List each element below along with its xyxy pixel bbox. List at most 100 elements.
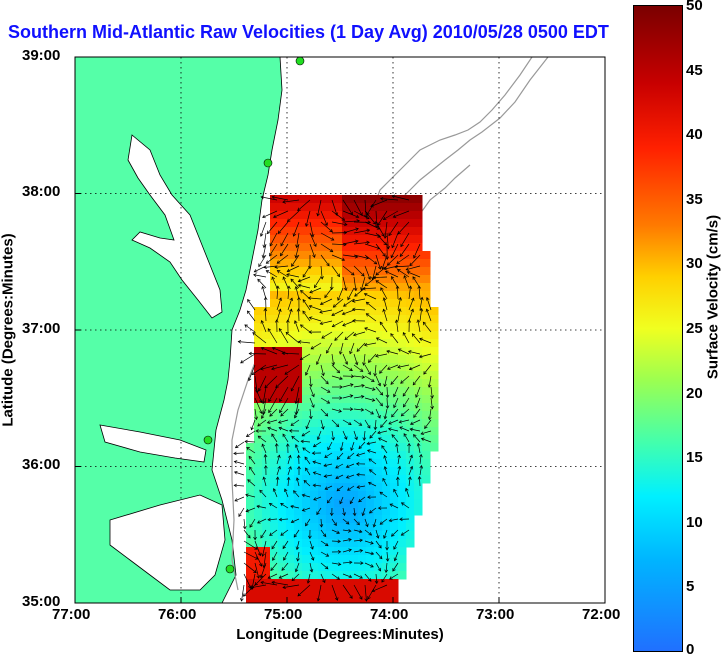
velocity-arrow — [284, 364, 300, 375]
colorbar-tick: 0 — [686, 641, 695, 658]
velocity-cell — [286, 523, 295, 532]
velocity-arrowhead — [322, 579, 326, 584]
velocity-cell — [262, 563, 271, 572]
velocity-cell — [414, 427, 423, 436]
velocity-arrowhead — [250, 426, 254, 431]
velocity-cell — [390, 371, 399, 380]
velocity-cell — [390, 307, 399, 316]
velocity-cell — [326, 219, 335, 228]
velocity-arrowhead — [259, 233, 264, 237]
velocity-cell — [398, 459, 407, 468]
velocity-arrowhead — [365, 523, 369, 528]
velocity-arrow — [295, 397, 300, 415]
velocity-arrowhead — [359, 368, 364, 372]
velocity-cell — [366, 387, 375, 396]
velocity-cell — [262, 531, 271, 540]
velocity-cell — [334, 523, 343, 532]
velocity-arrow — [391, 529, 399, 537]
velocity-arrowhead — [349, 595, 353, 599]
velocity-cell — [390, 243, 399, 252]
velocity-arrowhead — [324, 222, 328, 227]
velocity-arrowhead — [400, 380, 404, 384]
velocity-cell — [286, 363, 295, 372]
velocity-cell — [302, 499, 311, 508]
velocity-cell — [294, 275, 303, 284]
velocity-cell — [374, 403, 383, 412]
velocity-cell — [366, 579, 375, 588]
velocity-cell — [254, 579, 263, 588]
velocity-cell — [390, 539, 399, 548]
velocity-arrow — [369, 469, 377, 476]
velocity-arrow — [342, 430, 348, 440]
velocity-arrowhead — [300, 439, 304, 444]
velocity-cell — [334, 467, 343, 476]
velocity-arrow — [356, 342, 366, 352]
velocity-arrowhead — [412, 276, 416, 280]
velocity-arrowhead — [383, 415, 388, 420]
velocity-arrowhead — [356, 453, 360, 457]
velocity-arrow — [331, 419, 339, 427]
velocity-cell — [342, 563, 351, 572]
velocity-cell — [318, 379, 327, 388]
velocity-cell — [262, 419, 271, 428]
velocity-cell — [278, 475, 287, 484]
velocity-arrow — [375, 386, 383, 396]
velocity-arrow — [375, 210, 378, 228]
velocity-arrowhead — [389, 503, 394, 507]
velocity-arrowhead — [296, 557, 300, 562]
velocity-arrow — [391, 232, 399, 248]
velocity-cell — [422, 427, 431, 436]
velocity-cell — [422, 323, 431, 332]
velocity-cell — [422, 443, 431, 452]
velocity-arrowhead — [367, 371, 371, 376]
velocity-arrow — [391, 434, 399, 443]
velocity-arrow — [248, 456, 256, 465]
velocity-arrowhead — [313, 243, 317, 248]
velocity-arrow — [426, 297, 432, 311]
velocity-arrow — [369, 430, 377, 439]
velocity-cell — [246, 475, 255, 484]
velocity-arrowhead — [397, 348, 402, 352]
velocity-cell — [302, 411, 311, 420]
velocity-cell — [390, 523, 399, 532]
velocity-cell — [422, 275, 431, 284]
velocity-arrow — [344, 331, 355, 340]
velocity-cell — [422, 251, 431, 260]
velocity-arrowhead — [382, 297, 387, 301]
velocity-arrowhead — [400, 532, 405, 536]
velocity-arrowhead — [257, 278, 261, 283]
y-tick-label: 36:00 — [22, 456, 61, 473]
velocity-arrow — [250, 584, 267, 589]
station-marker — [203, 435, 213, 445]
velocity-cell — [422, 459, 431, 468]
velocity-arrow — [364, 584, 367, 602]
velocity-cell — [366, 595, 375, 603]
velocity-cell — [334, 291, 343, 300]
velocity-arrow — [346, 463, 355, 468]
velocity-arrow — [305, 210, 311, 227]
velocity-cell — [326, 547, 335, 556]
velocity-cell — [406, 275, 415, 284]
velocity-cell — [262, 491, 271, 500]
velocity-arrowhead — [274, 265, 278, 269]
velocity-arrow — [234, 471, 245, 476]
velocity-arrow — [385, 562, 388, 573]
velocity-cell — [270, 443, 279, 452]
velocity-cell — [374, 595, 383, 603]
velocity-cell — [350, 379, 359, 388]
velocity-arrow — [294, 408, 300, 419]
velocity-arrow — [428, 375, 432, 388]
velocity-cell — [398, 539, 407, 548]
velocity-arrowhead — [369, 435, 373, 439]
velocity-cell — [326, 411, 335, 420]
velocity-arrow — [331, 573, 340, 580]
velocity-arrowhead — [374, 580, 379, 585]
velocity-cell — [398, 307, 407, 316]
velocity-cell — [334, 499, 343, 508]
velocity-cell — [278, 539, 287, 548]
velocity-cell — [342, 219, 351, 228]
velocity-cell — [350, 363, 359, 372]
velocity-arrowhead — [350, 447, 354, 452]
velocity-cell — [374, 571, 383, 580]
velocity-cell — [382, 435, 391, 444]
